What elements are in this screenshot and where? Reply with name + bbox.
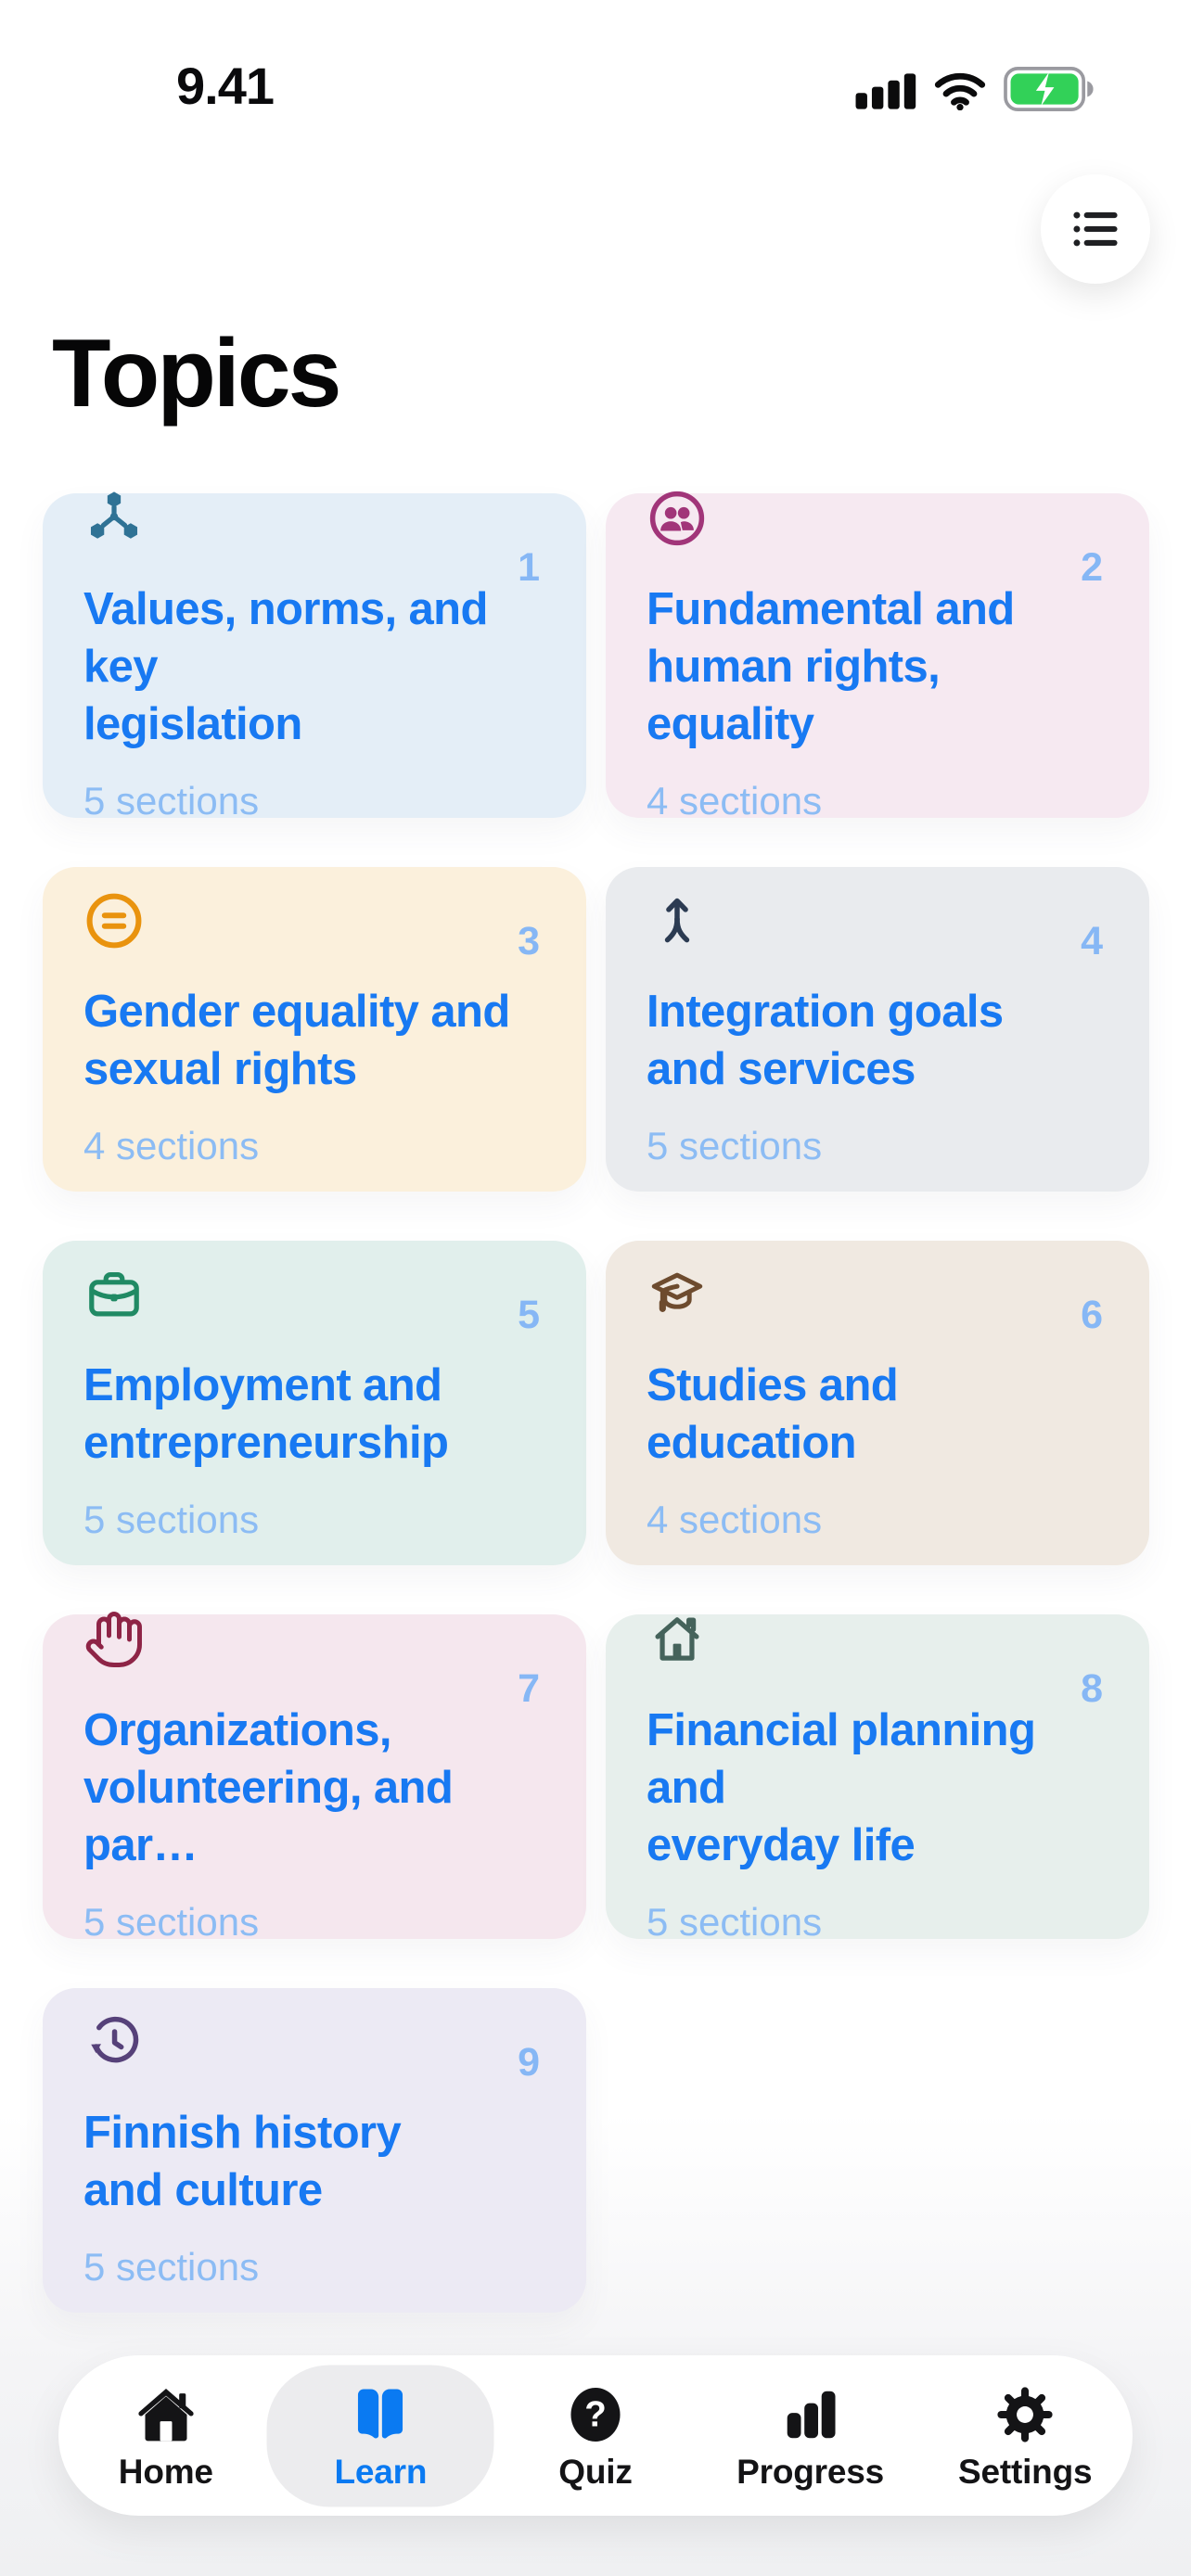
tab-label: Learn <box>334 2452 428 2491</box>
people-circle-icon <box>647 488 708 549</box>
topic-sections: 4 sections <box>83 1124 260 1167</box>
equals-circle-icon <box>83 890 145 951</box>
topic-sections: 4 sections <box>647 1498 823 1541</box>
tab-progress[interactable]: Progress <box>703 2355 918 2516</box>
topic-title: Financial planning and everyday life <box>647 1705 1036 1870</box>
topic-sections: 5 sections <box>83 1900 260 1944</box>
wifi-icon <box>934 72 986 110</box>
tab-bar: Home Learn ? Quiz <box>58 2355 1133 2516</box>
topic-card-organizations[interactable]: 7 Organizations, volunteering, and par… … <box>43 1612 586 1944</box>
topic-title: Fundamental and human rights, equality <box>647 584 1015 749</box>
raised-hand-icon <box>83 1609 145 1670</box>
topic-number: 1 <box>518 545 540 590</box>
topic-number: 7 <box>518 1666 540 1711</box>
battery-charging-icon <box>1004 67 1094 111</box>
topic-card-employment[interactable]: 5 Employment and entrepreneurship 5 sect… <box>43 1241 586 1565</box>
tab-home[interactable]: Home <box>58 2355 274 2516</box>
topic-sections: 5 sections <box>83 779 260 823</box>
topic-sections: 5 sections <box>647 1900 823 1944</box>
topic-number: 9 <box>518 2040 540 2085</box>
tab-learn[interactable]: Learn <box>266 2355 494 2516</box>
house-icon <box>647 1609 708 1670</box>
tab-label: Settings <box>957 2452 1093 2491</box>
tab-quiz[interactable]: ? Quiz <box>488 2355 703 2516</box>
tab-settings[interactable]: Settings <box>917 2355 1133 2516</box>
topics-grid: 1 Values, norms, and key legislation 5 s… <box>43 491 1149 2313</box>
topic-title: Integration goals and services <box>647 987 1004 1094</box>
tab-label: Quiz <box>558 2452 633 2491</box>
graduation-cap-icon <box>647 1264 708 1325</box>
topic-title: Employment and entrepreneurship <box>83 1360 449 1468</box>
topic-number: 5 <box>518 1293 540 1337</box>
status-bar: 9.41 <box>0 0 1191 121</box>
topic-title: Values, norms, and key legislation <box>83 584 488 749</box>
active-tab-pill <box>266 2365 494 2506</box>
status-time: 9.41 <box>176 57 275 115</box>
history-clock-icon <box>83 2011 145 2072</box>
topic-sections: 5 sections <box>83 1498 260 1541</box>
gear-icon <box>991 2380 1059 2449</box>
topic-number: 4 <box>1081 919 1103 963</box>
briefcase-icon <box>83 1264 145 1325</box>
home-icon <box>132 2380 200 2449</box>
page-title: Topics <box>52 320 341 427</box>
svg-text:?: ? <box>584 2394 607 2434</box>
topic-title: Gender equality and sexual rights <box>83 987 510 1094</box>
topic-card-financial[interactable]: 8 Financial planning and everyday life 5… <box>606 1614 1149 1944</box>
topic-card-gender-equality[interactable]: 3 Gender equality and sexual rights 4 se… <box>43 867 586 1192</box>
status-icons <box>855 67 1096 111</box>
topic-card-values-norms[interactable]: 1 Values, norms, and key legislation 5 s… <box>43 491 586 823</box>
topic-sections: 5 sections <box>647 1124 823 1167</box>
topic-number: 2 <box>1081 545 1103 590</box>
topic-number: 3 <box>518 919 540 963</box>
topic-card-studies[interactable]: 6 Studies and education 4 sections <box>606 1241 1149 1565</box>
molecule-icon <box>83 488 145 549</box>
tab-label: Progress <box>736 2452 884 2491</box>
tab-label: Home <box>118 2452 213 2491</box>
bar-chart-icon <box>776 2380 845 2449</box>
topic-title: Finnish history and culture <box>83 2108 402 2215</box>
menu-button[interactable] <box>1041 174 1150 284</box>
topic-number: 8 <box>1081 1666 1103 1711</box>
list-menu-icon <box>1073 211 1118 247</box>
topic-card-integration[interactable]: 4 Integration goals and services 5 secti… <box>606 867 1149 1192</box>
topic-sections: 4 sections <box>647 779 823 823</box>
topic-card-human-rights[interactable]: 2 Fundamental and human rights, equality… <box>606 491 1149 823</box>
question-circle-icon: ? <box>561 2380 630 2449</box>
topic-number: 6 <box>1081 1293 1103 1337</box>
topic-title: Organizations, volunteering, and par… <box>83 1705 454 1870</box>
topic-sections: 5 sections <box>83 2245 260 2289</box>
merge-arrow-icon <box>647 890 708 951</box>
topic-card-finnish-history[interactable]: 9 Finnish history and culture 5 sections <box>43 1988 586 2313</box>
cellular-signal-icon <box>855 73 916 109</box>
topic-title: Studies and education <box>647 1360 899 1468</box>
open-book-icon <box>346 2380 415 2449</box>
